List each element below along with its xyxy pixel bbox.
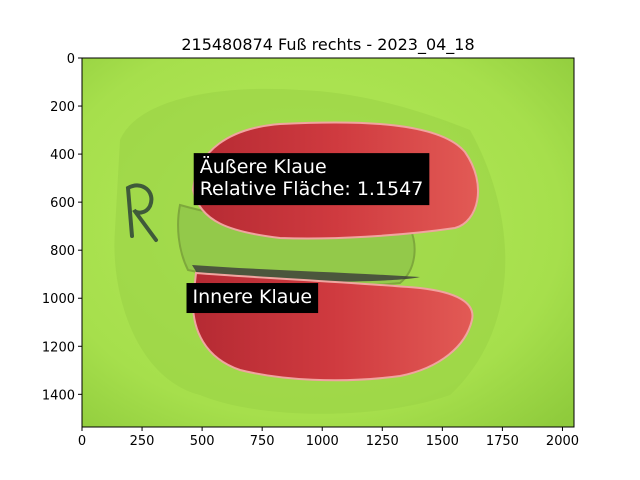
- x-tick-label: 0: [78, 434, 86, 449]
- x-tick-label: 1750: [486, 434, 519, 449]
- annotation-text: Äußere Klaue: [200, 155, 327, 178]
- annotation-label: Innere Klaue: [186, 283, 319, 314]
- y-tick-label: 1200: [42, 340, 75, 355]
- chart-title: 215480874 Fuß rechts - 2023_04_18: [181, 35, 474, 55]
- y-axis: 0 200 400 600 800 1000 1200 1400: [42, 52, 82, 403]
- y-tick-label: 200: [50, 100, 75, 115]
- photo-image: [82, 58, 574, 427]
- x-tick-label: 2000: [546, 434, 579, 449]
- r-marking: [125, 183, 158, 242]
- annotation-box: [193, 153, 430, 206]
- y-tick-label: 600: [50, 196, 75, 211]
- y-tick-label: 1400: [42, 388, 75, 403]
- x-tick-label: 1500: [426, 434, 459, 449]
- y-tick-label: 0: [67, 52, 75, 67]
- y-tick-label: 400: [50, 148, 75, 163]
- annotation-text: Relative Fläche: 1.1547: [200, 178, 424, 200]
- x-axis: 0 250 500 750 1000 1250 1500 1750 2000: [78, 427, 579, 449]
- axes-frame: [81, 57, 575, 428]
- x-tick-label: 750: [250, 434, 275, 449]
- y-tick-label: 1000: [42, 292, 75, 307]
- annotation-box: [186, 283, 319, 314]
- y-tick-label: 800: [50, 244, 75, 259]
- x-tick-label: 1250: [366, 434, 399, 449]
- x-tick-label: 1000: [306, 434, 339, 449]
- annotation-text: Innere Klaue: [193, 286, 313, 308]
- x-tick-label: 500: [190, 434, 215, 449]
- x-tick-label: 250: [130, 434, 155, 449]
